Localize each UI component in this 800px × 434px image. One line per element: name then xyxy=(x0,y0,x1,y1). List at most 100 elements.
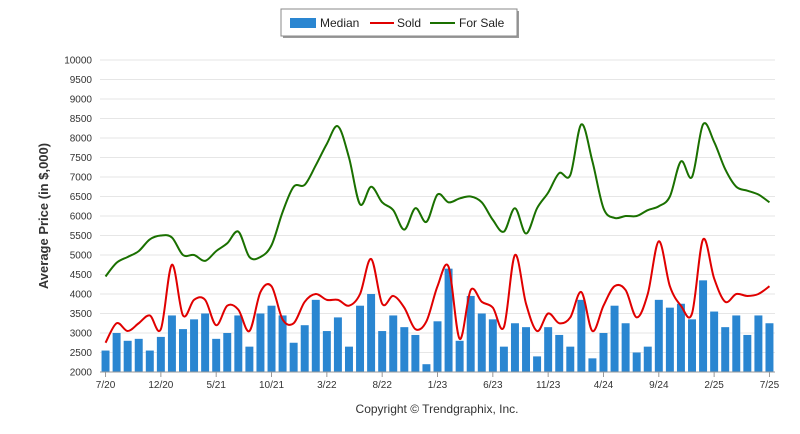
median-bar xyxy=(101,350,110,372)
median-bar xyxy=(610,305,619,372)
median-bar xyxy=(223,333,232,372)
median-bar xyxy=(499,346,508,372)
legend-label-median: Median xyxy=(320,16,359,30)
median-bar xyxy=(300,325,309,372)
median-bar xyxy=(444,268,453,372)
median-bar xyxy=(333,317,342,372)
x-tick-label: 2/25 xyxy=(704,380,724,391)
for-sale-line xyxy=(104,122,771,278)
x-tick-label: 7/20 xyxy=(96,380,116,391)
median-bar xyxy=(599,333,608,372)
median-bar xyxy=(356,305,365,372)
median-bar xyxy=(422,364,431,372)
series-lines xyxy=(104,122,771,344)
y-axis-title: Average Price (in $,000) xyxy=(36,143,51,289)
median-bar xyxy=(212,338,221,372)
median-bar xyxy=(234,315,243,372)
median-bars xyxy=(101,268,774,372)
legend: Median Sold For Sale xyxy=(280,8,519,38)
y-tick-label: 6000 xyxy=(70,212,93,223)
median-bar xyxy=(156,336,165,372)
median-bar xyxy=(190,319,199,372)
x-tick-label: 12/20 xyxy=(148,380,173,391)
x-tick-label: 10/21 xyxy=(259,380,284,391)
median-bar xyxy=(533,356,542,372)
legend-label-for-sale: For Sale xyxy=(459,16,505,30)
median-bar xyxy=(378,331,387,372)
x-axis: 7/20 12/20 5/21 10/21 3/22 8/22 1/23 6/23 11/23 4… xyxy=(96,371,780,391)
median-bar xyxy=(134,338,143,372)
y-tick-label: 4000 xyxy=(70,290,93,301)
median-bar xyxy=(322,331,331,372)
median-bar xyxy=(477,313,486,372)
legend-box xyxy=(280,8,518,37)
median-bar xyxy=(278,315,287,372)
x-tick-label: 1/23 xyxy=(428,380,448,391)
y-tick-label: 7000 xyxy=(70,173,93,184)
median-bar xyxy=(433,321,442,372)
median-bar xyxy=(344,346,353,372)
median-bar xyxy=(289,342,298,372)
median-bar xyxy=(311,299,320,372)
y-axis-ticks: 2000 2500 3000 3500 4000 4500 5000 5500 6000 6500… xyxy=(64,56,92,379)
median-bar xyxy=(555,334,564,372)
x-tick-label: 5/21 xyxy=(206,380,226,391)
median-bar xyxy=(411,334,420,372)
y-tick-label: 8000 xyxy=(70,134,93,145)
y-tick-label: 2000 xyxy=(70,368,93,379)
y-tick-label: 3500 xyxy=(70,309,93,320)
x-tick-label: 3/22 xyxy=(317,380,337,391)
median-bar xyxy=(256,313,265,372)
copyright-text: Copyright © Trendgraphix, Inc. xyxy=(356,402,519,416)
y-tick-label: 2500 xyxy=(70,348,93,359)
median-bar xyxy=(179,329,187,372)
median-bar xyxy=(754,315,763,372)
median-bar xyxy=(488,319,497,372)
y-tick-label: 9000 xyxy=(70,95,93,106)
median-bar xyxy=(665,307,674,372)
x-tick-label: 4/24 xyxy=(594,380,614,391)
median-bar xyxy=(544,327,553,372)
y-tick-label: 9500 xyxy=(70,75,93,86)
legend-label-sold: Sold xyxy=(397,16,421,30)
y-tick-label: 5500 xyxy=(70,231,93,242)
median-bar xyxy=(167,315,176,372)
median-bar xyxy=(632,352,641,372)
median-bar xyxy=(522,327,531,372)
median-bar xyxy=(267,305,276,372)
y-tick-label: 5000 xyxy=(70,251,93,262)
median-bar xyxy=(743,334,752,372)
median-bar xyxy=(112,333,121,372)
y-tick-label: 10000 xyxy=(64,56,92,67)
median-bar xyxy=(389,315,398,372)
legend-swatch-median xyxy=(290,18,316,28)
x-tick-label: 9/24 xyxy=(649,380,669,391)
median-bar xyxy=(710,311,719,372)
median-bar xyxy=(643,346,652,372)
median-bar xyxy=(765,323,774,372)
y-tick-label: 7500 xyxy=(70,153,93,164)
median-bar xyxy=(654,299,663,372)
median-bar xyxy=(400,327,409,372)
median-bar xyxy=(145,350,154,372)
median-bar xyxy=(455,340,464,372)
median-bar xyxy=(699,280,708,372)
median-bar xyxy=(621,323,630,372)
sold-line xyxy=(104,237,771,344)
median-bar xyxy=(577,299,586,372)
median-bar xyxy=(676,303,685,372)
median-bar xyxy=(201,313,210,372)
median-bar xyxy=(588,358,597,372)
x-tick-label: 8/22 xyxy=(372,380,392,391)
x-tick-label: 11/23 xyxy=(536,380,561,391)
y-tick-label: 6500 xyxy=(70,192,93,203)
median-bar xyxy=(721,327,730,372)
median-bar xyxy=(123,340,132,372)
median-bar xyxy=(688,319,696,372)
median-bar xyxy=(510,323,519,372)
x-tick-label: 7/25 xyxy=(760,380,780,391)
x-tick-label: 6/23 xyxy=(483,380,503,391)
y-tick-label: 8500 xyxy=(70,114,93,125)
y-tick-label: 3000 xyxy=(70,329,93,340)
